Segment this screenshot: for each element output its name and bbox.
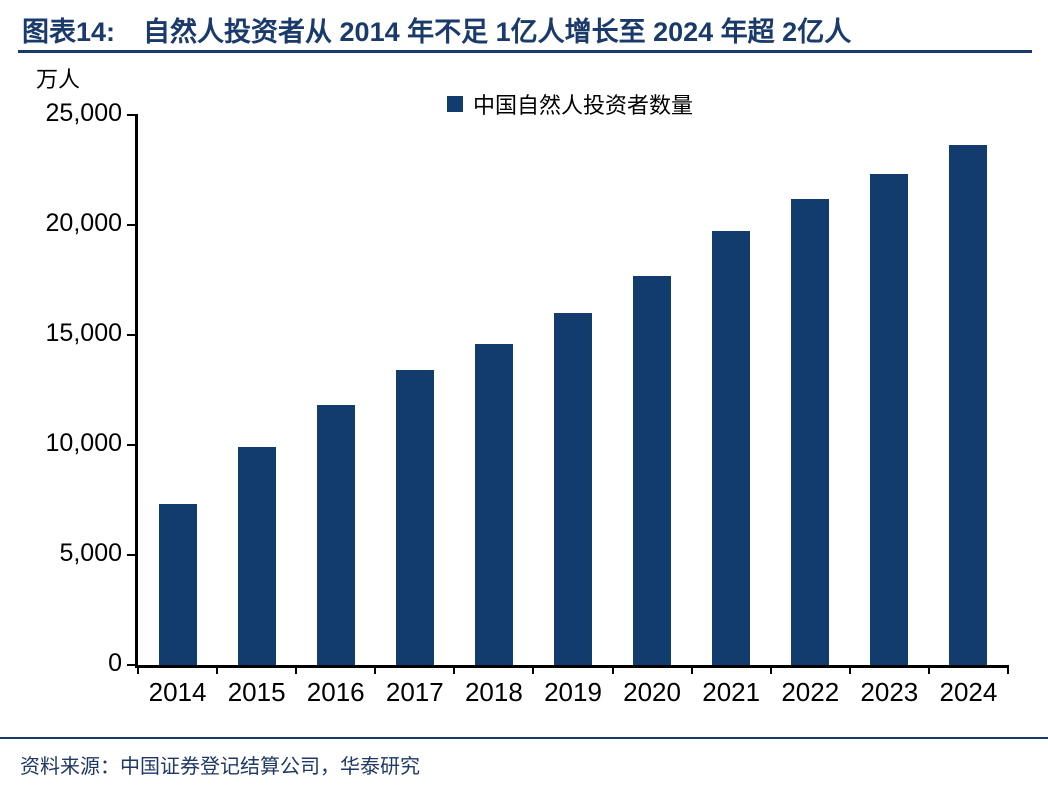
x-axis-tick (769, 665, 772, 674)
x-tick-label: 2016 (306, 677, 365, 707)
x-tick-label: 2020 (623, 677, 681, 707)
x-axis-tick (690, 665, 693, 674)
x-tick-label: 2023 (860, 677, 919, 707)
bar (554, 313, 592, 665)
x-tick-label: 2015 (227, 677, 286, 707)
x-axis-tick (532, 665, 535, 674)
bar (158, 504, 197, 665)
y-axis-tick (127, 224, 138, 226)
legend-label: 中国自然人投资者数量 (472, 93, 693, 118)
bar (633, 275, 672, 665)
y-tick-label: 25,000 (45, 99, 122, 127)
plot-area: 0 5,000 10,000 15,000 20,000 25,000 2014 2015 20… (46, 99, 1009, 707)
bar (949, 144, 988, 665)
figure-number: 图表14: (22, 17, 116, 47)
bar (870, 174, 909, 665)
x-axis-tick (848, 665, 851, 674)
x-tick-label: 2022 (781, 677, 840, 707)
bar (712, 230, 751, 665)
x-tick-label: 2021 (702, 677, 761, 707)
bar (395, 370, 434, 665)
legend-swatch-icon (446, 96, 463, 112)
x-tick-label: 2018 (464, 677, 523, 707)
y-tick-label: 20,000 (45, 209, 122, 237)
y-tick-label: 15,000 (45, 319, 122, 347)
figure-header: 图表14: 自然人投资者从 2014 年不足 1亿人增长至 2024 年超 2亿人 (22, 10, 851, 49)
y-axis-tick (127, 444, 138, 446)
y-axis-tick (127, 334, 138, 336)
bar (237, 447, 276, 665)
bar (791, 198, 830, 665)
chart-legend: 中国自然人投资者数量 (135, 88, 1005, 120)
x-tick-label: 2017 (385, 677, 444, 707)
x-axis-tick (1007, 665, 1009, 674)
bar (316, 405, 355, 665)
y-tick-label: 0 (108, 649, 122, 677)
x-tick-label: 2019 (544, 677, 602, 707)
x-axis-tick (216, 665, 219, 674)
x-axis-tick (295, 665, 298, 674)
figure-title: 自然人投资者从 2014 年不足 1亿人增长至 2024 年超 2亿人 (143, 17, 852, 47)
source-note: 资料来源：中国证券登记结算公司，华泰研究 (20, 756, 420, 778)
y-axis-tick (127, 664, 138, 666)
y-axis-tick (127, 554, 138, 556)
y-axis-unit-label: 万人 (36, 67, 81, 92)
y-tick-label: 10,000 (45, 429, 122, 457)
x-tick-label: 2014 (148, 677, 207, 707)
bar (474, 343, 513, 665)
x-axis-tick (927, 665, 930, 674)
footer-divider (0, 737, 1048, 739)
x-axis-tick (137, 665, 139, 674)
x-axis-tick (374, 665, 377, 674)
x-axis-tick (611, 665, 614, 674)
title-divider (18, 50, 1032, 53)
x-axis-tick (453, 665, 456, 674)
x-tick-label: 2024 (939, 677, 998, 707)
y-tick-label: 5,000 (59, 539, 122, 567)
y-axis-tick (127, 114, 138, 116)
